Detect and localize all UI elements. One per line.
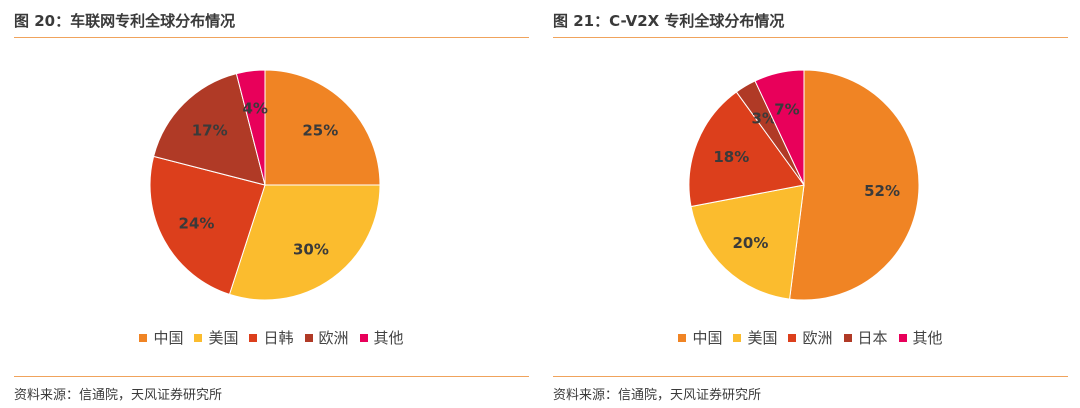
legend-label: 日本 (857, 329, 888, 347)
legend-swatch (249, 333, 258, 342)
legend-label: 其他 (373, 329, 404, 347)
slice-label-4: 17% (192, 122, 228, 140)
title-divider (14, 37, 529, 38)
legend-label: 美国 (208, 329, 239, 347)
source-divider (553, 376, 1068, 377)
legend-swatch (678, 333, 687, 342)
pie-chart-patents-v2x: 25% 30% 24% 17% 4% (149, 69, 381, 301)
legend-item: 欧洲 (304, 327, 349, 348)
legend-item: 欧洲 (788, 327, 833, 348)
legend-label: 日韩 (263, 329, 294, 347)
slice-label-3: 24% (179, 215, 215, 233)
legend-label: 其他 (912, 329, 943, 347)
legend-label: 中国 (692, 329, 723, 347)
legend-item: 美国 (194, 327, 238, 348)
pie-slice-4 (153, 73, 266, 186)
legend-item: 日本 (843, 327, 888, 348)
slice-label-1: 52% (864, 182, 900, 200)
legend-swatch (194, 333, 203, 342)
slice-label-3: 18% (713, 148, 749, 166)
pie-slice-3 (149, 155, 266, 296)
legend-item: 中国 (139, 327, 183, 348)
pie-slice-2 (690, 184, 805, 300)
chart-legend: 中国 美国 日韩 欧洲 其他 (14, 327, 529, 348)
chart-title: 图 20：车联网专利全球分布情况 (14, 12, 236, 30)
legend-swatch (733, 333, 742, 342)
slice-label-1: 25% (302, 122, 338, 140)
source-note: 资料来源：信通院，天风证券研究所 (14, 388, 223, 403)
slice-label-2: 20% (733, 234, 769, 252)
legend-item: 美国 (733, 327, 777, 348)
pie-slice-2 (228, 184, 381, 301)
legend-swatch (139, 333, 148, 342)
source-note: 资料来源：信通院，天风证券研究所 (553, 388, 762, 403)
legend-label: 欧洲 (802, 329, 833, 347)
title-divider (553, 37, 1068, 38)
legend-item: 其他 (898, 327, 943, 348)
pie-slice-1 (264, 69, 381, 186)
chart-title: 图 21：C-V2X 专利全球分布情况 (553, 12, 785, 30)
slice-label-2: 30% (293, 240, 329, 258)
chart-legend: 中国 美国 欧洲 日本 其他 (553, 327, 1068, 348)
pie-slice-5 (754, 69, 805, 186)
pie-slice-3 (688, 91, 805, 208)
legend-swatch (898, 333, 907, 342)
source-divider (14, 376, 529, 377)
legend-item: 中国 (678, 327, 722, 348)
legend-swatch (359, 333, 368, 342)
pie-slice-1 (789, 69, 920, 301)
legend-label: 美国 (747, 329, 778, 347)
pie-chart-patents-cv2x: 52%20%18%3%7% (688, 69, 920, 301)
slice-label-5: 7% (774, 101, 799, 119)
legend-swatch (788, 333, 797, 342)
legend-swatch (304, 333, 313, 342)
pie-slice-5 (235, 69, 266, 186)
legend-swatch (843, 333, 852, 342)
legend-label: 中国 (153, 329, 184, 347)
legend-item: 其他 (359, 327, 404, 348)
chart-panel-left: 图 20：车联网专利全球分布情况 25% 30% 24% 17% 4% 中国 美国 日韩 欧洲… (14, 0, 529, 408)
legend-label: 欧洲 (318, 329, 349, 347)
slice-label-5: 4% (242, 99, 267, 117)
chart-panel-right: 图 21：C-V2X 专利全球分布情况 52% 20% 18% 3% 7% 中国 美国 欧洲… (553, 0, 1068, 408)
legend-item: 日韩 (249, 327, 294, 348)
